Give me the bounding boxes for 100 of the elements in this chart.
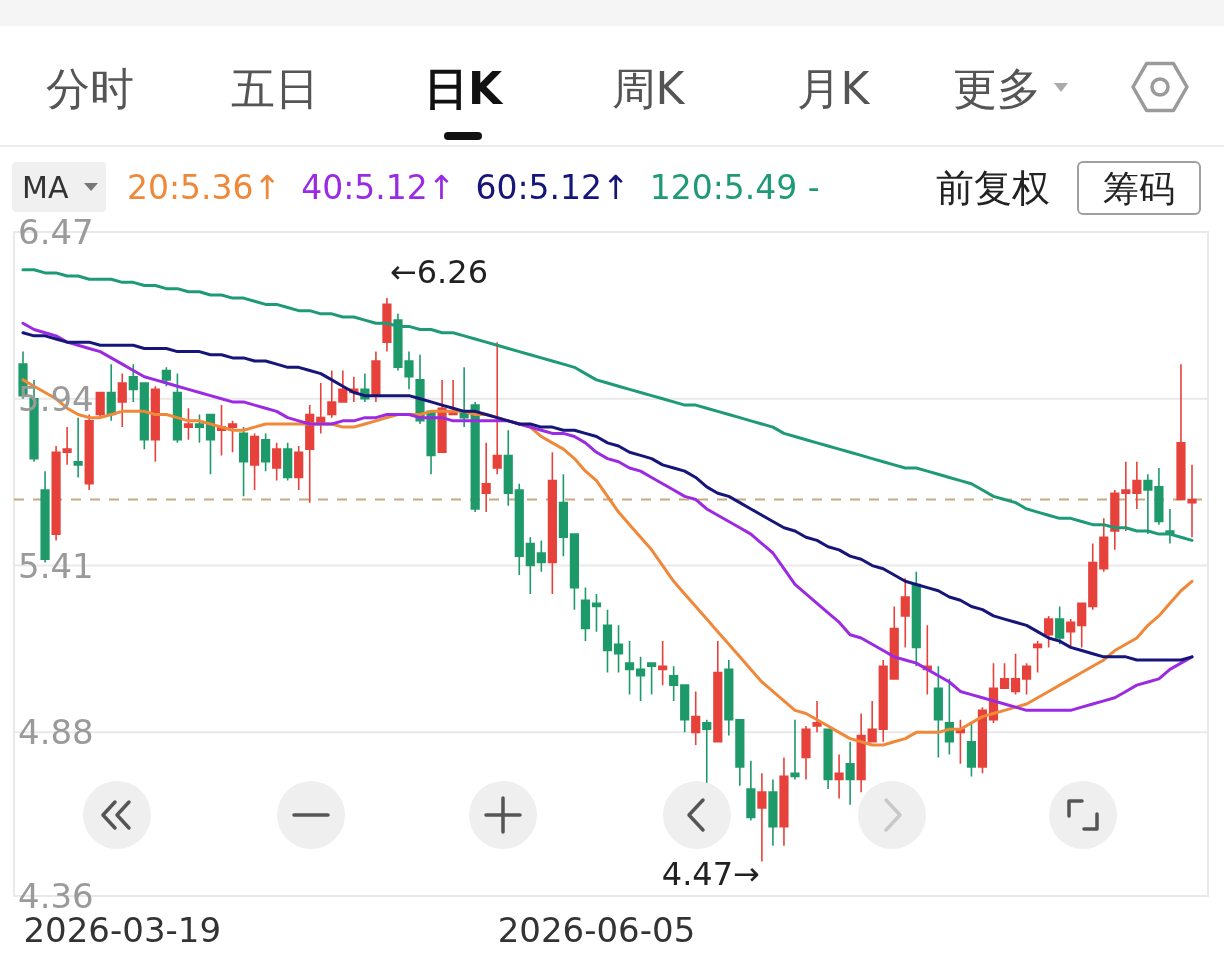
candlestick: [1066, 618, 1076, 649]
candlestick: [470, 401, 480, 513]
candlestick: [746, 759, 756, 822]
candlestick: [194, 413, 205, 444]
candlestick: [856, 712, 866, 793]
candlestick: [547, 451, 557, 595]
candlestick: [95, 391, 105, 419]
candlestick: [503, 429, 513, 507]
candlestick: [238, 426, 249, 498]
candlestick: [724, 659, 734, 737]
y-tick-label: 6.47: [18, 212, 94, 252]
annotation: 4.47→: [661, 855, 760, 894]
candlestick: [999, 662, 1010, 690]
candlestick: [249, 432, 260, 491]
candlestick: [1044, 615, 1054, 649]
candlestick: [1010, 652, 1021, 696]
candlestick: [183, 407, 194, 441]
candlestick: [84, 413, 94, 491]
annotation: ←6.26: [389, 253, 488, 292]
candlestick: [150, 385, 160, 463]
candlestick: [580, 586, 591, 642]
text: 60:5.12↑: [475, 167, 630, 207]
candlestick: [801, 725, 811, 781]
candlestick: [227, 420, 238, 454]
candlestick: [525, 536, 535, 595]
candlestick: [1154, 467, 1164, 526]
candlestick: [569, 533, 580, 611]
candlestick: [371, 350, 381, 403]
candlestick: [757, 772, 767, 863]
candlestick: [669, 665, 679, 702]
candlestick: [812, 700, 822, 734]
candlestick: [305, 404, 315, 504]
text: 120:5.49 -: [649, 167, 820, 207]
candlestick: [272, 442, 282, 482]
text: 分时: [46, 62, 134, 114]
candlestick: [536, 539, 546, 573]
text: 月K: [796, 62, 871, 114]
candlestick: [382, 297, 392, 353]
candlestick: [635, 656, 646, 702]
text: 前复权: [936, 166, 1050, 210]
text: 40:5.12↑: [301, 167, 456, 207]
candlestick: [294, 445, 304, 491]
candlestick: [481, 442, 491, 513]
candlestick: [117, 372, 127, 428]
candlestick: [261, 432, 271, 472]
candlestick: [966, 722, 977, 778]
candlestick: [558, 473, 568, 557]
candlestick: [338, 369, 348, 403]
candlestick: [128, 363, 138, 403]
x-tick-label: 2026-06-05: [497, 910, 696, 950]
text: 更多: [953, 62, 1041, 114]
text: 日K: [423, 62, 504, 114]
candlestick: [834, 753, 844, 800]
candlestick: [1088, 542, 1098, 611]
candlestick: [514, 482, 524, 576]
y-tick-label: 4.88: [18, 712, 94, 753]
candlestick: [867, 700, 877, 743]
candlestick: [1132, 460, 1142, 510]
candlestick: [790, 718, 800, 781]
y-tick-label: 5.41: [18, 545, 94, 586]
candlestick: [768, 778, 778, 847]
candlestick: [283, 442, 293, 482]
candlestick: [702, 718, 712, 784]
candlestick: [933, 665, 943, 759]
candlestick: [647, 662, 657, 696]
candlestick: [889, 605, 899, 680]
candlestick: [1099, 517, 1109, 573]
text: 20:5.36↑: [127, 167, 282, 207]
text: 筹码: [1103, 167, 1175, 209]
candlestick: [62, 426, 72, 466]
line-series: [21, 331, 1194, 662]
candlestick: [602, 608, 613, 674]
candlestick: [139, 382, 149, 450]
candlestick: [1055, 605, 1065, 646]
candlestick: [1110, 489, 1120, 551]
candlestick: [911, 571, 921, 668]
candlestick: [977, 706, 988, 775]
candlestick: [823, 728, 833, 790]
candlestick: [691, 690, 701, 746]
candlestick: [845, 741, 855, 806]
candlestick: [51, 445, 61, 542]
candlestick: [713, 640, 723, 743]
text: 周K: [611, 62, 686, 114]
candlestick: [1033, 640, 1043, 674]
candlestick: [658, 640, 668, 686]
candlestick: [591, 593, 602, 633]
candlestick: [1021, 662, 1032, 696]
text: 五日: [231, 62, 319, 114]
candlestick: [1077, 602, 1087, 649]
candlestick: [1143, 473, 1153, 535]
legend-title: MA: [22, 169, 69, 205]
candlestick: [106, 363, 116, 422]
candlestick: [1121, 460, 1131, 532]
candlestick: [327, 369, 337, 419]
candlestick: [624, 640, 635, 696]
candlestick: [680, 684, 690, 734]
candlestick: [492, 341, 502, 476]
candlestick: [172, 372, 182, 444]
candlestick: [613, 624, 624, 674]
candlestick: [735, 718, 745, 787]
